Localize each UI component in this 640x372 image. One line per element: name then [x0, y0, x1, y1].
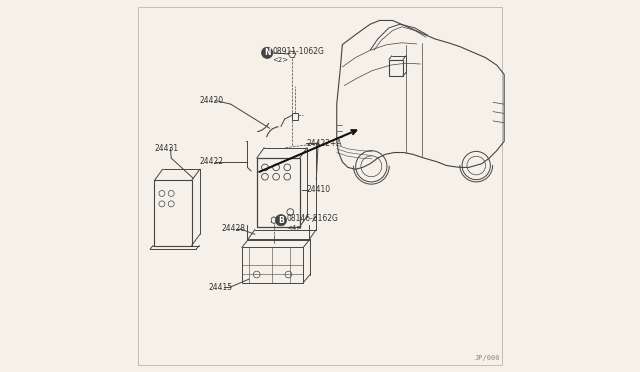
Bar [154, 180, 191, 246]
Text: 24428: 24428 [221, 224, 245, 233]
Text: <2>: <2> [273, 57, 289, 63]
Text: 08911-1062G: 08911-1062G [273, 47, 324, 56]
Bar [257, 158, 300, 227]
Text: 24415: 24415 [209, 283, 232, 292]
Bar [242, 247, 303, 283]
Text: 24431: 24431 [154, 144, 179, 153]
Text: <4>: <4> [286, 225, 302, 231]
Bar [292, 113, 298, 120]
Text: 24420: 24420 [199, 96, 223, 105]
Bar [389, 60, 403, 76]
Text: 24422+A: 24422+A [307, 139, 342, 148]
Text: N: N [264, 48, 271, 57]
Text: 24410: 24410 [307, 185, 331, 194]
Text: 24422: 24422 [199, 157, 223, 166]
Text: JP/000: JP/000 [475, 355, 500, 361]
Text: B: B [278, 216, 284, 225]
Text: 08146-8162G: 08146-8162G [286, 214, 338, 223]
